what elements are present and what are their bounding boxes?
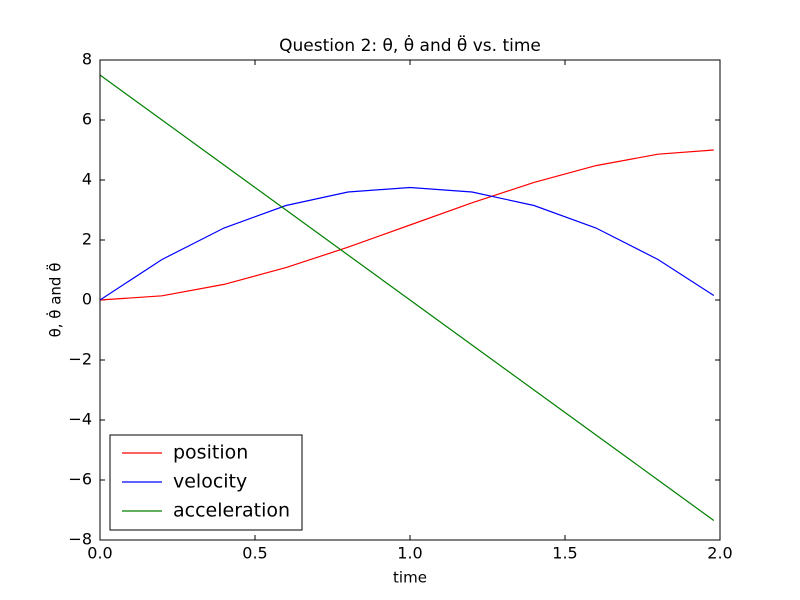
y-tick-label: 2 bbox=[82, 230, 92, 249]
chart-title: Question 2: θ, θ̇ and θ̈ vs. time bbox=[279, 33, 541, 56]
legend-label: velocity bbox=[173, 471, 247, 493]
x-tick-label: 0.0 bbox=[87, 544, 112, 563]
y-tick-label: −2 bbox=[68, 350, 92, 369]
y-tick-label: 6 bbox=[82, 110, 92, 129]
legend-label: position bbox=[173, 442, 248, 464]
x-axis-label: time bbox=[393, 569, 427, 587]
y-tick-label: −8 bbox=[68, 530, 92, 549]
y-tick-label: 4 bbox=[82, 170, 92, 189]
y-tick-label: −4 bbox=[68, 410, 92, 429]
x-tick-label: 2.0 bbox=[707, 544, 732, 563]
x-tick-label: 1.0 bbox=[397, 544, 422, 563]
y-axis-label: θ, θ̇ and θ̈ bbox=[45, 263, 65, 338]
y-tick-label: −6 bbox=[68, 470, 92, 489]
y-tick-label: 0 bbox=[82, 290, 92, 309]
series-line bbox=[99, 186, 715, 301]
x-tick-label: 0.5 bbox=[242, 544, 267, 563]
series-line bbox=[99, 149, 714, 301]
legend-label: acceleration bbox=[173, 500, 290, 522]
y-tick-label: 8 bbox=[82, 50, 92, 69]
x-tick-label: 1.5 bbox=[552, 544, 577, 563]
series-line bbox=[99, 74, 715, 521]
plot-frame bbox=[99, 59, 721, 541]
